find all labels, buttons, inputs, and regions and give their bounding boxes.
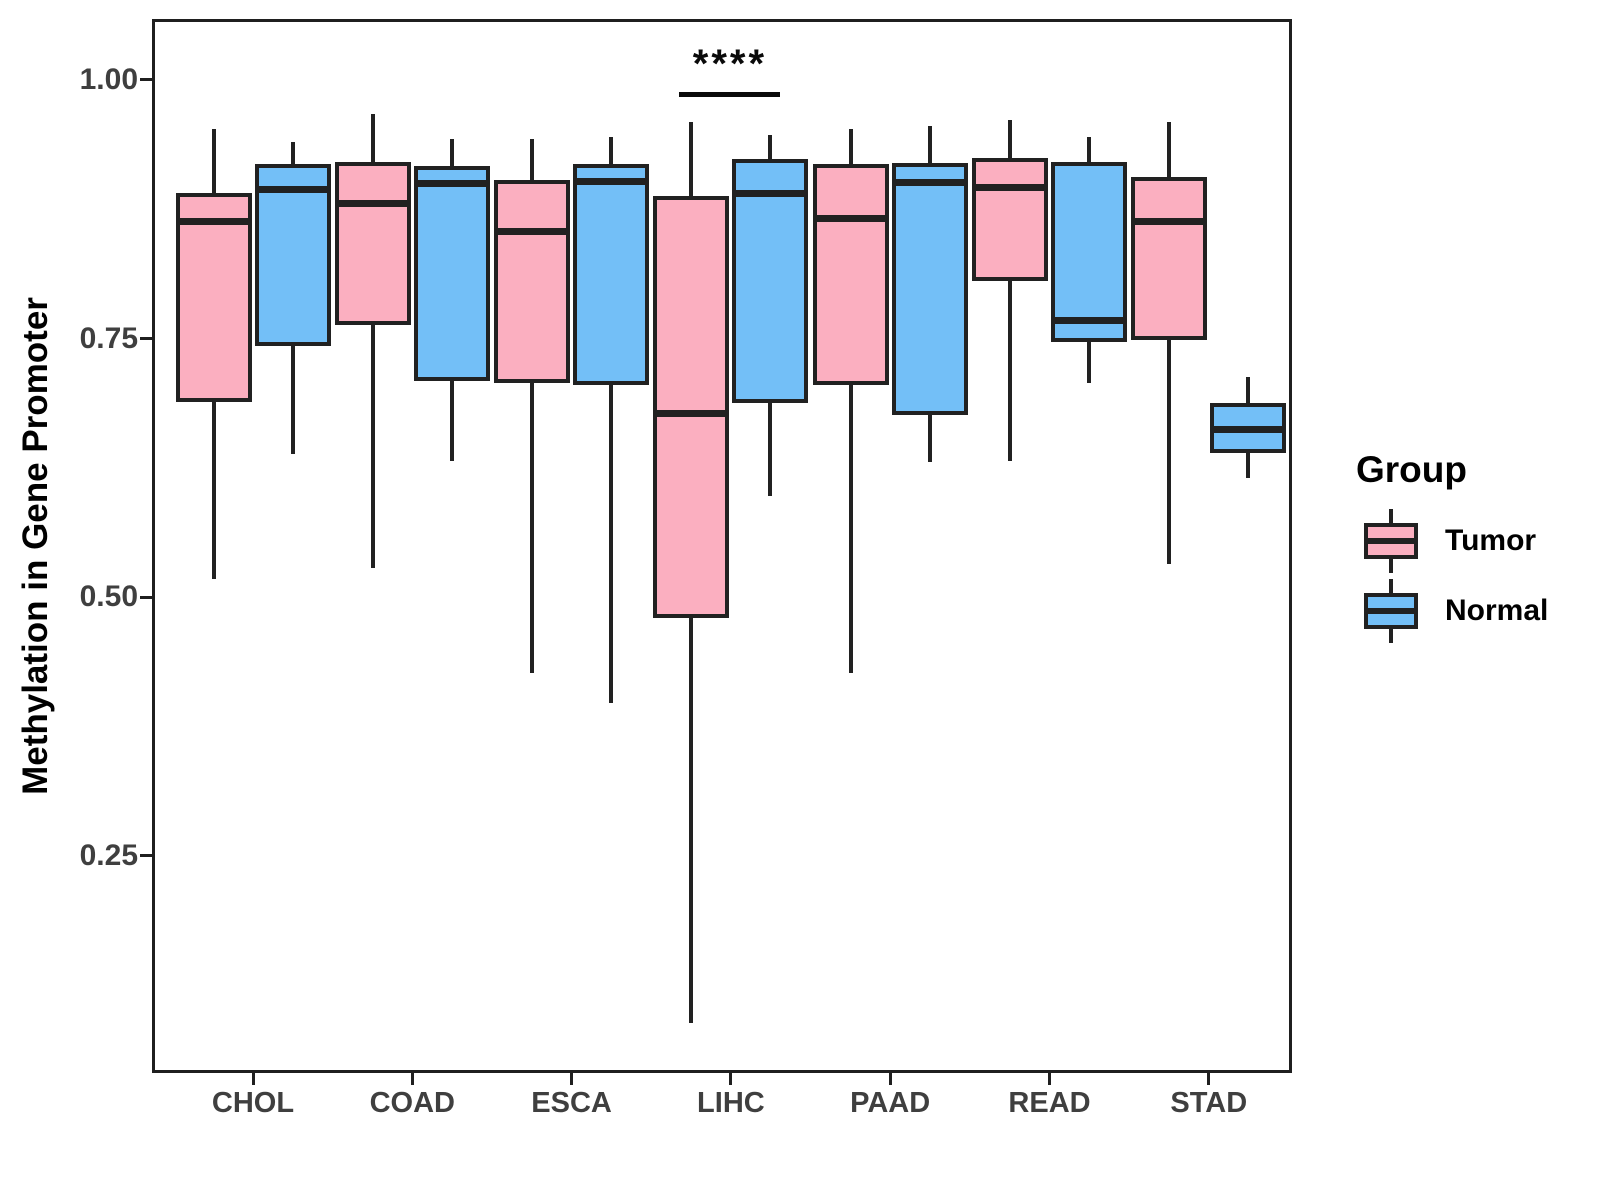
whisker-tumor-stad <box>1167 122 1172 565</box>
median-tumor-coad <box>334 199 411 207</box>
x-tick-mark <box>888 1073 892 1085</box>
box-tumor-coad <box>334 161 411 326</box>
box-normal-esca <box>573 163 650 386</box>
plot-panel <box>152 19 1292 1073</box>
legend-key-normal-median <box>1364 608 1418 614</box>
legend-label-tumor: Tumor <box>1445 524 1537 557</box>
legend-label-normal: Normal <box>1445 594 1549 627</box>
median-normal-esca <box>573 177 650 185</box>
median-normal-chol <box>254 186 331 194</box>
x-tick-label-chol: CHOL <box>211 1087 295 1119</box>
x-tick-label-coad: COAD <box>369 1087 455 1119</box>
box-normal-read <box>1051 161 1127 342</box>
x-tick-label-stad: STAD <box>1170 1087 1248 1119</box>
box-normal-coad <box>413 165 490 381</box>
median-normal-stad <box>1210 426 1287 434</box>
median-normal-coad <box>413 179 490 187</box>
y-tick-mark <box>140 337 152 341</box>
box-tumor-chol <box>175 192 252 402</box>
box-normal-paad <box>891 162 968 416</box>
y-tick-label: 0.50 <box>79 580 138 614</box>
median-tumor-esca <box>494 227 571 235</box>
y-tick-label: 0.75 <box>79 321 138 355</box>
box-tumor-read <box>972 157 1048 281</box>
x-tick-mark <box>729 1073 733 1085</box>
median-tumor-lihc <box>653 409 730 417</box>
x-tick-mark <box>251 1073 255 1085</box>
box-tumor-stad <box>1131 177 1208 340</box>
median-normal-read <box>1051 316 1127 324</box>
whisker-tumor-coad <box>370 114 375 569</box>
x-tick-label-paad: PAAD <box>850 1087 931 1119</box>
y-axis-title: Methylation in Gene Promoter <box>16 297 55 795</box>
whisker-tumor-paad <box>848 128 853 673</box>
x-tick-mark <box>570 1073 574 1085</box>
x-tick-label-read: READ <box>1008 1087 1091 1119</box>
x-tick-mark <box>1207 1073 1211 1085</box>
whisker-tumor-esca <box>530 138 535 673</box>
box-tumor-paad <box>812 163 889 386</box>
whisker-tumor-read <box>1008 120 1012 461</box>
median-tumor-paad <box>812 215 889 223</box>
x-tick-mark <box>410 1073 414 1085</box>
median-tumor-chol <box>175 218 252 226</box>
box-normal-chol <box>254 163 331 346</box>
y-tick-mark <box>140 78 152 82</box>
median-normal-paad <box>891 178 968 186</box>
box-normal-lihc <box>732 158 809 403</box>
median-tumor-stad <box>1131 218 1208 226</box>
median-tumor-read <box>972 184 1048 191</box>
legend-title: Group <box>1356 449 1467 490</box>
x-tick-label-lihc: LIHC <box>697 1087 765 1119</box>
significance-bar <box>679 92 781 98</box>
legend-key-tumor-median <box>1364 538 1418 544</box>
median-normal-lihc <box>732 190 809 198</box>
y-tick-label: 1.00 <box>79 62 138 96</box>
x-tick-mark <box>1048 1073 1051 1085</box>
significance-label: **** <box>692 42 768 87</box>
x-tick-label-esca: ESCA <box>531 1087 612 1119</box>
y-tick-label: 0.25 <box>79 838 138 872</box>
y-tick-mark <box>140 595 152 599</box>
box-tumor-lihc <box>653 195 730 618</box>
y-tick-mark <box>140 854 152 858</box>
box-tumor-esca <box>494 180 571 384</box>
whisker-normal-esca <box>609 136 614 703</box>
